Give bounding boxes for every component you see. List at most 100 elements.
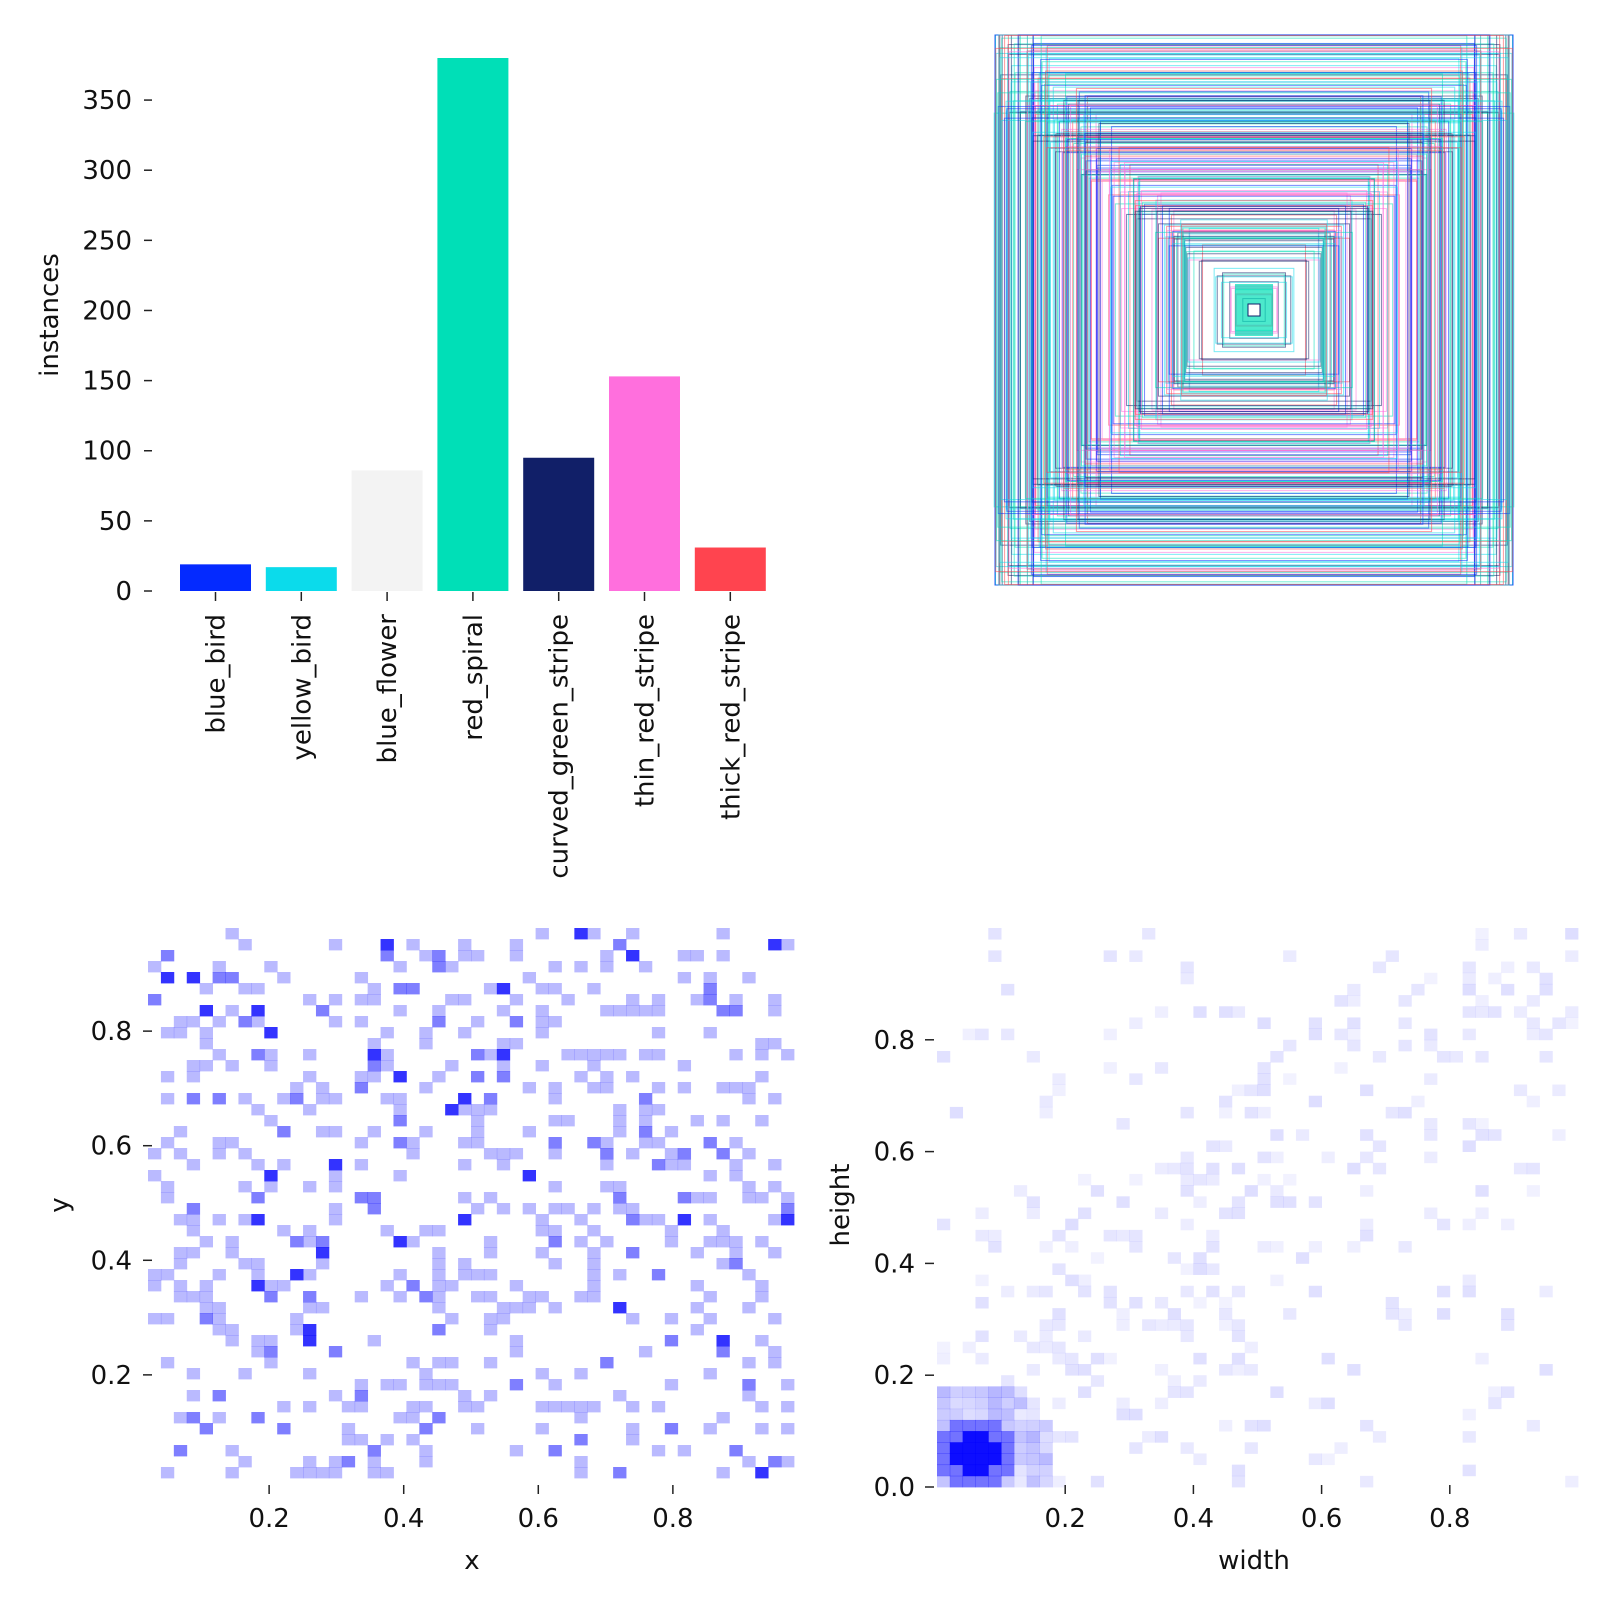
xy-heatmap-cell [186,1368,201,1380]
wh-heatmap-cell [1180,1263,1194,1275]
wh-heatmap-cell [988,1386,1002,1398]
wh-heatmap-cell [1039,1330,1053,1343]
xy-heatmap-cell [406,1137,420,1149]
xy-heatmap-cell [432,961,446,973]
xy-heatmap-cell [677,1148,692,1160]
wh-heatmap-cell [1065,1274,1079,1287]
wh-heatmap-cell [1167,1252,1181,1264]
bar-x-tick-label: thin_red_stripe [631,614,661,807]
xy-heatmap-cell [548,1236,562,1248]
wh-heatmap-cell [975,1408,989,1421]
instance-box [1098,122,1410,498]
instance-box [1032,131,1476,489]
xy-heatmap-cell [548,1379,562,1391]
wh-heatmap-cell [1206,1162,1220,1175]
xy-heatmap-cell [458,1214,472,1226]
xy-heatmap-cell [277,1159,291,1171]
wh-heatmap-cell [1283,1308,1297,1320]
wh-heatmap-cell [1167,1386,1181,1398]
xy-heatmap-cell [548,961,562,973]
wh-heatmap-cell [1372,1140,1387,1152]
instance-box [1180,219,1328,401]
wh-heatmap-cell [988,1397,1002,1410]
xy-heatmap-cell [600,1082,614,1094]
xy-heatmap-cell [548,1082,562,1094]
xy-heatmap-cell [406,1357,420,1369]
xy-heatmap-cell [535,1368,549,1380]
wh-heatmap-cell [1231,1352,1246,1365]
xy-heatmap-cell [251,1346,265,1358]
xy-heatmap-cell [755,1280,769,1292]
xy-heatmap-cell [251,1016,265,1028]
xy-heatmap-cell [496,1159,511,1171]
xy-heatmap-cell [160,1192,175,1204]
xy-heatmap-cell [664,1379,679,1391]
wh-heatmap-cell [949,1106,964,1119]
wh-heatmap-cell [1347,1017,1361,1030]
xy-heatmap-cell [587,1291,601,1303]
xy-heatmap-cell [677,972,692,984]
xy-heatmap-cell [690,950,704,962]
instance-box [1024,121,1484,499]
xy-y-tick-label: 0.8 [91,1017,132,1047]
xy-heatmap-cell [548,983,562,995]
xy-heatmap-cell [212,1137,226,1149]
wh-x-tick-label: 0.6 [1301,1504,1342,1534]
wh-heatmap-cell [1308,1453,1322,1466]
xy-heatmap-cell [522,1170,536,1182]
xy-heatmap-cell [755,1071,769,1083]
bar-x-ticks: blue_bird yellow_bird blue_flower red_spira… [202,592,746,879]
wh-heatmap-cell [1039,1319,1053,1331]
wh-heatmap-cell [1180,1106,1194,1119]
xy-x-tick-label: 0.6 [518,1504,559,1534]
xy-heatmap-cell [522,1291,536,1303]
wh-heatmap-cell [1424,1028,1438,1041]
xy-heatmap-cell [535,1060,549,1072]
instance-box [1157,223,1351,397]
xy-heatmap-cell [483,1390,498,1402]
wh-heatmap-cell [1231,1464,1246,1477]
xy-heatmap-cell [471,1203,485,1215]
xy-heatmap-cell [199,1236,213,1248]
wh-heatmap-cell [1052,1341,1066,1354]
xy-heatmap-cell [303,1181,317,1193]
wh-heatmap-cell [1039,1285,1053,1298]
xy-heatmap-cell [238,1016,252,1028]
xy-heatmap-cell [483,1313,498,1325]
bar-x-tick-label: thick_red_stripe [716,614,746,820]
wh-heatmap-cell [1424,1151,1438,1164]
xy-heatmap-cell [548,1181,562,1193]
wh-heatmap-cell [1026,1464,1040,1477]
instance-box [1055,133,1453,487]
xy-heatmap-cell [393,1236,407,1248]
xy-heatmap-cell [458,1401,472,1413]
xy-heatmap-cell [613,1203,627,1215]
wh-heatmap-cell [1013,1330,1028,1343]
xy-heatmap-cell [626,1434,640,1446]
wh-heatmap-cell [949,1386,964,1398]
wh-heatmap-cell [1103,1062,1117,1074]
wh-heatmap-cell [1539,1050,1553,1063]
xy-heatmap-cell [587,1247,601,1259]
xy-heatmap-cell [496,1071,511,1083]
xy-heatmap-cell [354,994,369,1006]
xy-heatmap-cell [768,939,782,951]
xy-heatmap-cell [729,994,743,1006]
wh-heatmap-cell [1334,1062,1348,1074]
xy-heatmap-cell [703,1236,717,1248]
wh-heatmap-cell [1308,1196,1322,1208]
xy-heatmap-cell [703,1423,717,1435]
xy-heatmap-cell [148,994,162,1006]
wh-heatmap-cell [1424,1073,1438,1085]
xy-heatmap-cell [613,1181,627,1193]
xy-heatmap-cell [613,1005,627,1017]
xy-heatmap-cell [716,1467,730,1479]
wh-heatmap-cell [975,1442,989,1454]
wh-heatmap-cell [975,1330,989,1343]
instance-box [1222,272,1286,348]
xy-heatmap-cell [664,1423,679,1435]
xy-heatmap-cell [238,1214,252,1226]
xy-heatmap-cell [574,1368,588,1380]
xy-heatmap-cell [432,1280,446,1292]
xy-heatmap-cell [458,1137,472,1149]
